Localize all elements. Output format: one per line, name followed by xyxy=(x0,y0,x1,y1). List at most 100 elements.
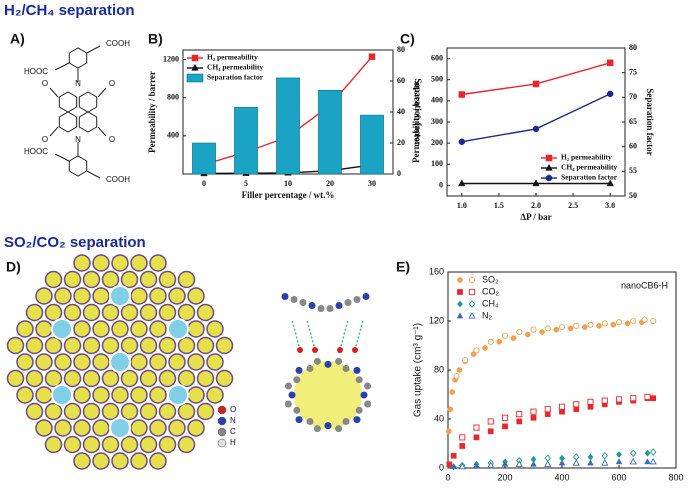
x-tick-label: 600 xyxy=(611,472,626,482)
atom-label: COOH xyxy=(106,39,130,48)
y-tick-label: 200 xyxy=(431,138,443,147)
cage xyxy=(139,435,158,454)
x-axis-title: ΔP / bar xyxy=(520,212,551,222)
marker xyxy=(530,408,537,415)
atom xyxy=(306,364,314,372)
marker xyxy=(601,451,608,460)
section-heading: H₂/CH₄ separation xyxy=(4,2,135,19)
annotation: nanoCB6-H xyxy=(621,280,668,290)
atom xyxy=(342,418,350,426)
y-tick-label: 800 xyxy=(167,93,179,102)
marker xyxy=(616,451,622,459)
legend-label: CH₄ xyxy=(482,298,499,308)
panel-label: D) xyxy=(6,259,21,275)
atom xyxy=(342,364,350,372)
marker xyxy=(501,332,509,339)
marker xyxy=(558,324,566,331)
cage xyxy=(82,336,101,355)
x-tick-label: 200 xyxy=(497,472,512,482)
marker xyxy=(501,460,509,467)
marker xyxy=(532,80,540,88)
marker xyxy=(468,276,476,284)
marker xyxy=(587,453,594,461)
ring xyxy=(58,111,78,133)
atom xyxy=(353,296,361,303)
ring xyxy=(68,47,88,69)
x-tick-label: 2.5 xyxy=(568,201,578,210)
marker xyxy=(473,347,480,354)
y2-tick-label: 60 xyxy=(397,76,405,85)
cage xyxy=(206,320,224,338)
cage xyxy=(158,303,177,322)
x-tick-label: 1.0 xyxy=(457,201,467,210)
cage xyxy=(44,402,63,421)
atom-label: HOOC xyxy=(24,147,48,156)
atom-label: HOOC xyxy=(24,67,48,76)
atom xyxy=(284,382,292,390)
marker xyxy=(601,320,608,327)
atom xyxy=(299,299,307,306)
cage xyxy=(92,452,110,470)
marker xyxy=(524,331,531,338)
y2-tick-label: 50 xyxy=(629,191,637,200)
atom xyxy=(288,391,296,399)
channel xyxy=(109,417,131,439)
channel xyxy=(109,285,131,307)
atom xyxy=(306,418,314,426)
h-bond xyxy=(339,319,349,351)
marker xyxy=(516,411,523,418)
cage xyxy=(120,402,139,421)
marker xyxy=(501,414,509,421)
marker xyxy=(559,408,565,415)
marker xyxy=(572,459,580,466)
y-tick-label: 600 xyxy=(431,53,443,62)
marker xyxy=(496,338,503,345)
marker xyxy=(596,323,602,329)
cage xyxy=(82,435,101,454)
marker xyxy=(539,329,545,335)
cage xyxy=(130,287,148,305)
cage xyxy=(149,452,167,470)
cage xyxy=(187,287,205,305)
marker xyxy=(191,54,199,62)
cage xyxy=(130,353,148,371)
line xyxy=(461,62,611,96)
x-tick-label: 5 xyxy=(244,179,248,188)
bond xyxy=(97,126,107,137)
ring xyxy=(58,91,78,113)
y2-tick-label: 20 xyxy=(397,138,405,147)
x-tick-label: 1.5 xyxy=(494,201,504,210)
cage xyxy=(35,419,53,437)
x-tick-label: 0 xyxy=(202,179,206,188)
marker xyxy=(458,138,466,145)
marker xyxy=(544,411,551,417)
marker xyxy=(650,448,657,456)
bond xyxy=(54,62,70,71)
marker xyxy=(544,406,551,413)
bond xyxy=(86,45,101,54)
atom-label: O xyxy=(42,79,48,88)
cage xyxy=(63,435,82,454)
cage xyxy=(82,402,101,421)
x-tick-label: 30 xyxy=(368,179,376,188)
marker xyxy=(516,418,523,425)
y2-tick-label: 80 xyxy=(397,45,405,54)
marker xyxy=(581,324,588,330)
cage xyxy=(158,270,177,289)
marker xyxy=(606,90,614,98)
atom xyxy=(344,299,352,306)
legend-label: Separation factor xyxy=(561,173,618,182)
section-heading: SO₂/CO₂ separation xyxy=(4,234,146,251)
bond xyxy=(97,87,107,98)
marker xyxy=(468,311,476,319)
atom xyxy=(355,376,363,384)
y-tick-label: 0 xyxy=(439,180,443,189)
marker xyxy=(191,63,199,71)
cage xyxy=(130,320,148,338)
marker xyxy=(532,179,540,187)
cage xyxy=(215,369,234,388)
cage xyxy=(158,435,177,454)
atom xyxy=(352,347,358,353)
cage xyxy=(196,303,215,322)
